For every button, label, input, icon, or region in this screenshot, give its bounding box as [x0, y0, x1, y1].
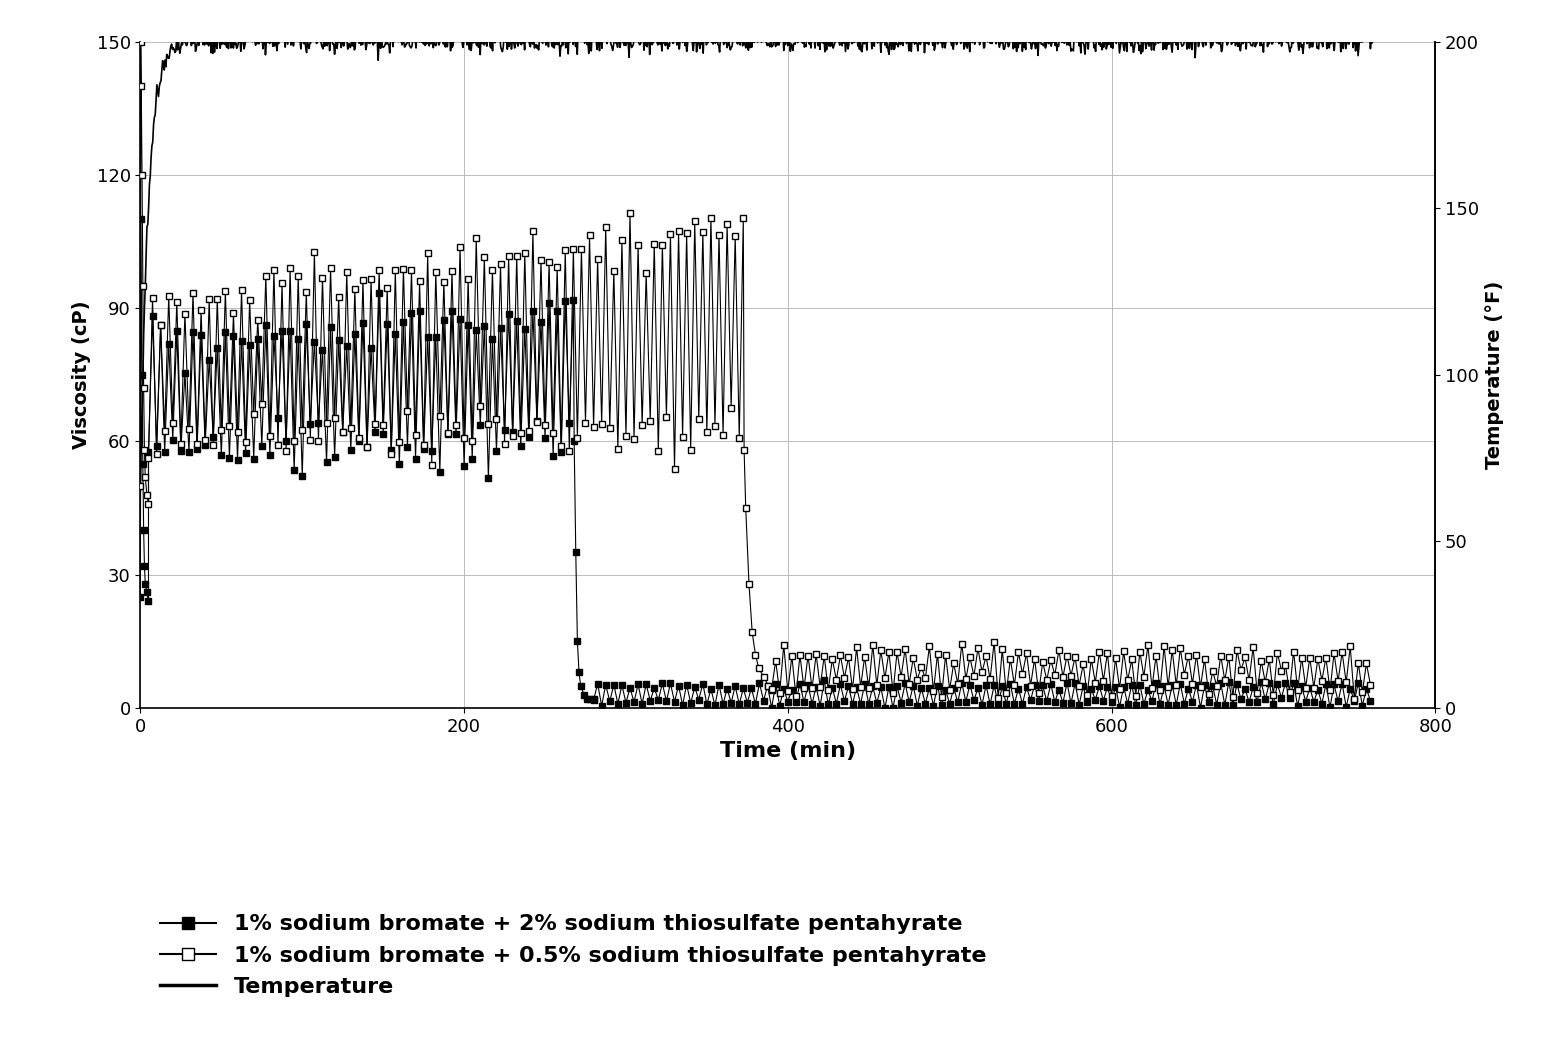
Legend: 1% sodium bromate + 2% sodium thiosulfate pentahyrate, 1% sodium bromate + 0.5% : 1% sodium bromate + 2% sodium thiosulfat… — [151, 906, 995, 1006]
1% sodium bromate + 2% sodium thiosulfate pentahyrate — [446, 428, 465, 440]
1% sodium bromate + 0.5% sodium thiosulfate pentahyrate — [136, 471, 154, 483]
Temperature — [1365, 29, 1384, 42]
1% sodium bromate + 0.5% sodium thiosulfate pentahyrate — [1345, 692, 1363, 705]
1% sodium bromate + 0.5% sodium thiosulfate pentahyrate — [137, 488, 156, 501]
Temperature — [335, 17, 354, 29]
1% sodium bromate + 0.5% sodium thiosulfate pentahyrate — [573, 244, 591, 256]
1% sodium bromate + 2% sodium thiosulfate pentahyrate — [920, 682, 939, 694]
X-axis label: Time (min): Time (min) — [719, 741, 856, 761]
1% sodium bromate + 0.5% sodium thiosulfate pentahyrate — [131, 35, 150, 48]
1% sodium bromate + 2% sodium thiosulfate pentahyrate — [131, 590, 150, 603]
1% sodium bromate + 2% sodium thiosulfate pentahyrate — [1360, 695, 1381, 708]
1% sodium bromate + 0.5% sodium thiosulfate pentahyrate — [131, 480, 150, 492]
Line: Temperature: Temperature — [140, 23, 1374, 491]
1% sodium bromate + 0.5% sodium thiosulfate pentahyrate — [1360, 679, 1381, 691]
Temperature — [276, 31, 295, 44]
1% sodium bromate + 2% sodium thiosulfate pentahyrate — [204, 431, 223, 443]
Temperature — [704, 35, 722, 48]
Y-axis label: Temperature (°F): Temperature (°F) — [1485, 281, 1504, 468]
1% sodium bromate + 2% sodium thiosulfate pentahyrate — [956, 695, 975, 708]
1% sodium bromate + 2% sodium thiosulfate pentahyrate — [131, 213, 150, 226]
Line: 1% sodium bromate + 2% sodium thiosulfate pentahyrate: 1% sodium bromate + 2% sodium thiosulfat… — [137, 217, 1373, 711]
1% sodium bromate + 2% sodium thiosulfate pentahyrate — [763, 702, 782, 714]
Temperature — [655, 36, 674, 49]
Temperature — [680, 28, 699, 41]
1% sodium bromate + 2% sodium thiosulfate pentahyrate — [713, 697, 733, 710]
Temperature — [833, 24, 852, 36]
1% sodium bromate + 2% sodium thiosulfate pentahyrate — [1030, 694, 1048, 707]
Temperature — [226, 36, 245, 49]
Line: 1% sodium bromate + 0.5% sodium thiosulfate pentahyrate: 1% sodium bromate + 0.5% sodium thiosulf… — [137, 39, 1373, 702]
1% sodium bromate + 0.5% sodium thiosulfate pentahyrate — [159, 289, 178, 302]
1% sodium bromate + 0.5% sodium thiosulfate pentahyrate — [621, 207, 640, 220]
Temperature — [131, 485, 150, 498]
Y-axis label: Viscosity (cP): Viscosity (cP) — [72, 301, 90, 449]
1% sodium bromate + 0.5% sodium thiosulfate pentahyrate — [760, 680, 778, 692]
